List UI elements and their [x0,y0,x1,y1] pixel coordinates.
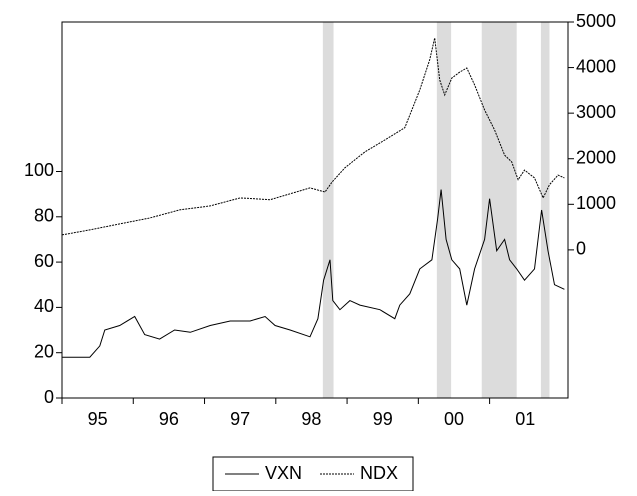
shaded-period [322,22,334,398]
y-tick-label: 100 [24,160,54,180]
y2-tick-label: 2000 [576,147,616,167]
x-tick-label: 96 [159,409,179,429]
y2-tick-label: 3000 [576,102,616,122]
plot-frame [61,21,569,399]
shaded-period [540,22,550,398]
shaded-period [481,22,517,398]
x-tick-label: 97 [230,409,250,429]
x-tick-label: 00 [444,409,464,429]
y-tick-label: 60 [34,251,54,271]
series-line [62,189,565,358]
y-tick-label: 0 [44,387,54,407]
legend-label: VXN [265,463,302,483]
x-tick-label: 01 [515,409,535,429]
y-tick-label: 40 [34,296,54,316]
x-tick-label: 99 [373,409,393,429]
x-tick-label: 95 [88,409,108,429]
legend-label: NDX [360,463,398,483]
y2-tick-label: 1000 [576,193,616,213]
y2-tick-label: 5000 [576,11,616,31]
y-tick-label: 80 [34,206,54,226]
x-tick-label: 98 [301,409,321,429]
y-tick-label: 20 [34,341,54,361]
y2-tick-label: 4000 [576,56,616,76]
y2-tick-label: 0 [576,239,586,259]
shaded-period [436,22,452,398]
series-line [61,37,565,236]
